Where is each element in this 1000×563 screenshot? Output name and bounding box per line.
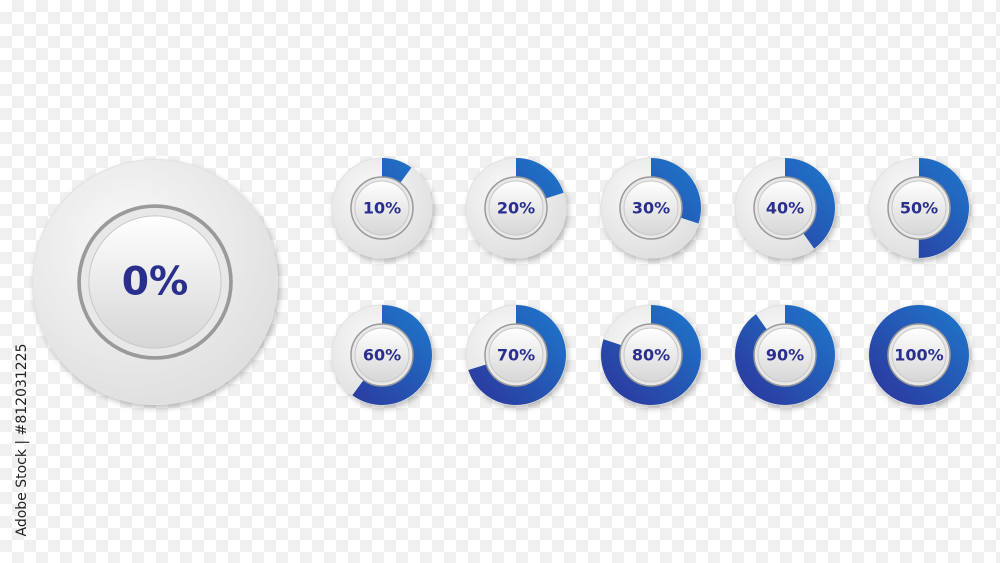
gauge-label: 0% — [122, 260, 189, 305]
progress-arc — [869, 305, 969, 405]
inner-button — [891, 327, 947, 383]
gauge-label: 80% — [632, 346, 670, 365]
progress-arc — [466, 305, 566, 405]
progress-arc — [466, 158, 566, 258]
inner-button — [757, 180, 813, 236]
inner-button — [623, 327, 679, 383]
inner-button — [488, 180, 544, 236]
inner-button — [354, 327, 410, 383]
progress-arc — [601, 158, 701, 258]
inner-button — [88, 215, 222, 349]
inner-button — [757, 327, 813, 383]
progress-arc — [332, 305, 432, 405]
progress-arc — [332, 158, 432, 258]
gauge-label: 50% — [900, 199, 938, 218]
inner-button — [891, 180, 947, 236]
watermark: Adobe Stock | #812031225 — [14, 344, 30, 537]
gauge-label: 60% — [363, 346, 401, 365]
progress-arc — [601, 305, 701, 405]
gauge-label: 90% — [766, 346, 804, 365]
inner-button — [354, 180, 410, 236]
gauge-label: 20% — [497, 199, 535, 218]
gauge-label: 70% — [497, 346, 535, 365]
progress-arc — [869, 158, 969, 258]
gauge-label: 40% — [766, 199, 804, 218]
gauge-label: 30% — [632, 199, 670, 218]
progress-arc — [735, 305, 835, 405]
progress-arc — [735, 158, 835, 258]
inner-button — [488, 327, 544, 383]
inner-button — [623, 180, 679, 236]
gauge-label: 100% — [894, 346, 943, 365]
gauge-label: 10% — [363, 199, 401, 218]
